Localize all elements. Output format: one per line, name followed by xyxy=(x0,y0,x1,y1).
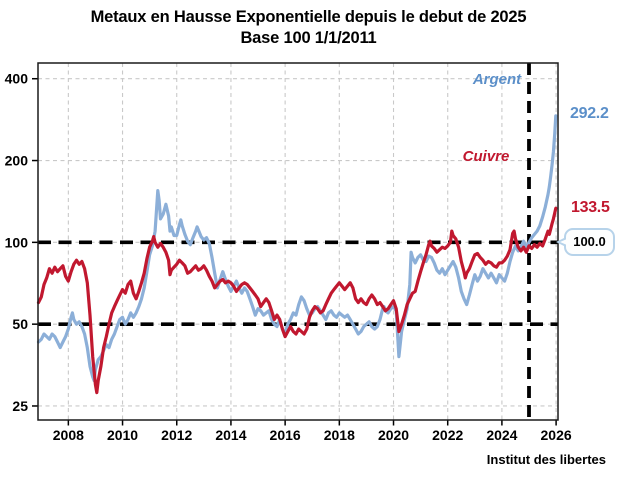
x-tick-label: 2014 xyxy=(215,427,246,443)
base-100-callout: 100.0 xyxy=(556,228,615,256)
x-tick-label: 2020 xyxy=(378,427,409,443)
y-tick-label: 400 xyxy=(5,71,29,87)
argent-end-value: 292.2 xyxy=(570,105,609,122)
y-tick-label: 100 xyxy=(5,234,29,250)
x-tick-label: 2024 xyxy=(486,427,517,443)
x-tick-label: 2022 xyxy=(432,427,463,443)
chart-title-line1: Metaux en Hausse Exponentielle depuis le… xyxy=(90,8,527,26)
y-tick-label: 25 xyxy=(12,398,28,414)
x-tick-label: 2026 xyxy=(541,427,572,443)
series-line-cuivre xyxy=(36,206,558,395)
x-tick-label: 2012 xyxy=(161,427,192,443)
x-tick-label: 2008 xyxy=(53,427,84,443)
chart-title-line2: Base 100 1/1/2011 xyxy=(240,29,377,47)
x-tick-label: 2016 xyxy=(270,427,301,443)
y-tick-label: 200 xyxy=(5,153,29,169)
cuivre-end-value: 133.5 xyxy=(571,199,610,216)
callout-value: 100.0 xyxy=(573,234,606,249)
callout-arrow-inner-icon xyxy=(560,239,567,245)
x-tick-label: 2018 xyxy=(324,427,355,443)
series-label-argent: Argent xyxy=(472,71,522,88)
x-tick-label: 2010 xyxy=(107,427,138,443)
series-label-cuivre: Cuivre xyxy=(462,148,510,165)
chart-title-block: Metaux en Hausse Exponentielle depuis le… xyxy=(0,7,617,49)
source-credit: Institut des libertes xyxy=(486,452,606,467)
series-line-argent xyxy=(36,114,558,383)
y-tick-label: 50 xyxy=(12,316,28,332)
